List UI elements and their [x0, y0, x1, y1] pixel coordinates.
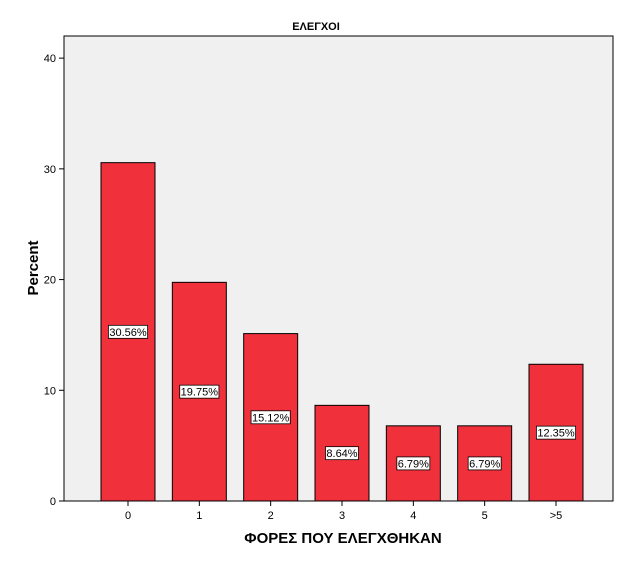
- y-tick-label: 10: [44, 385, 56, 397]
- y-axis-title: Percent: [25, 240, 42, 295]
- data-label-box: [396, 456, 431, 471]
- x-tick-label: 1: [196, 510, 202, 522]
- data-label-box: [250, 410, 291, 425]
- x-axis: 0 1 2 3 4 5 >5: [125, 501, 562, 522]
- data-label-box: [325, 446, 359, 461]
- bars-group: 30.56% 19.75% 15.12% 8.64% 6.79% 6.79% 12.35%: [100, 162, 584, 502]
- data-label: 8.64%: [326, 448, 357, 460]
- data-label-box: [536, 425, 577, 440]
- data-label-box: [467, 456, 502, 471]
- x-tick-label: 2: [268, 510, 274, 522]
- x-axis-title: ΦΟΡΕΣ ΠΟΥ ΕΛΕΓΧΘΗΚΑΝ: [244, 530, 441, 547]
- y-tick-label: 40: [44, 53, 56, 65]
- x-tick-label: 4: [410, 510, 416, 522]
- y-axis: 0 10 20 30 40: [44, 53, 64, 508]
- x-tick-label: 5: [482, 510, 488, 522]
- y-tick-label: 30: [44, 164, 56, 176]
- x-tick-label: 0: [125, 510, 131, 522]
- data-label-box: [108, 324, 149, 339]
- chart-title: ΕΛΕΓΧΟΙ: [292, 21, 340, 33]
- data-label: 30.56%: [109, 327, 147, 339]
- data-label: 6.79%: [398, 458, 429, 470]
- data-label: 6.79%: [469, 458, 500, 470]
- x-tick-label: 3: [339, 510, 345, 522]
- x-tick-label: >5: [550, 510, 563, 522]
- data-label: 19.75%: [181, 387, 219, 399]
- y-tick-label: 20: [44, 275, 56, 287]
- y-tick-label: 0: [50, 496, 56, 508]
- data-label: 15.12%: [252, 412, 290, 424]
- data-label: 12.35%: [537, 428, 575, 440]
- data-label-box: [179, 384, 220, 399]
